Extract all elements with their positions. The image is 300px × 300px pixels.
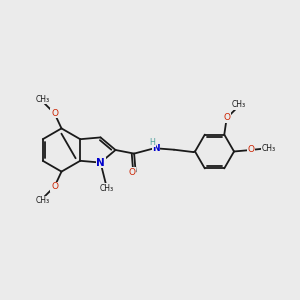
- Text: N: N: [96, 158, 105, 168]
- Text: H: H: [149, 138, 155, 147]
- Text: CH₃: CH₃: [35, 95, 50, 104]
- Text: O: O: [224, 113, 231, 122]
- Text: CH₃: CH₃: [35, 196, 50, 205]
- Text: O: O: [51, 182, 58, 191]
- Text: O: O: [51, 109, 58, 118]
- Text: CH₃: CH₃: [100, 184, 114, 193]
- Text: O: O: [128, 168, 136, 177]
- Text: N: N: [152, 144, 160, 153]
- Text: CH₃: CH₃: [232, 100, 246, 109]
- Text: O: O: [248, 145, 255, 154]
- Text: CH₃: CH₃: [262, 144, 276, 153]
